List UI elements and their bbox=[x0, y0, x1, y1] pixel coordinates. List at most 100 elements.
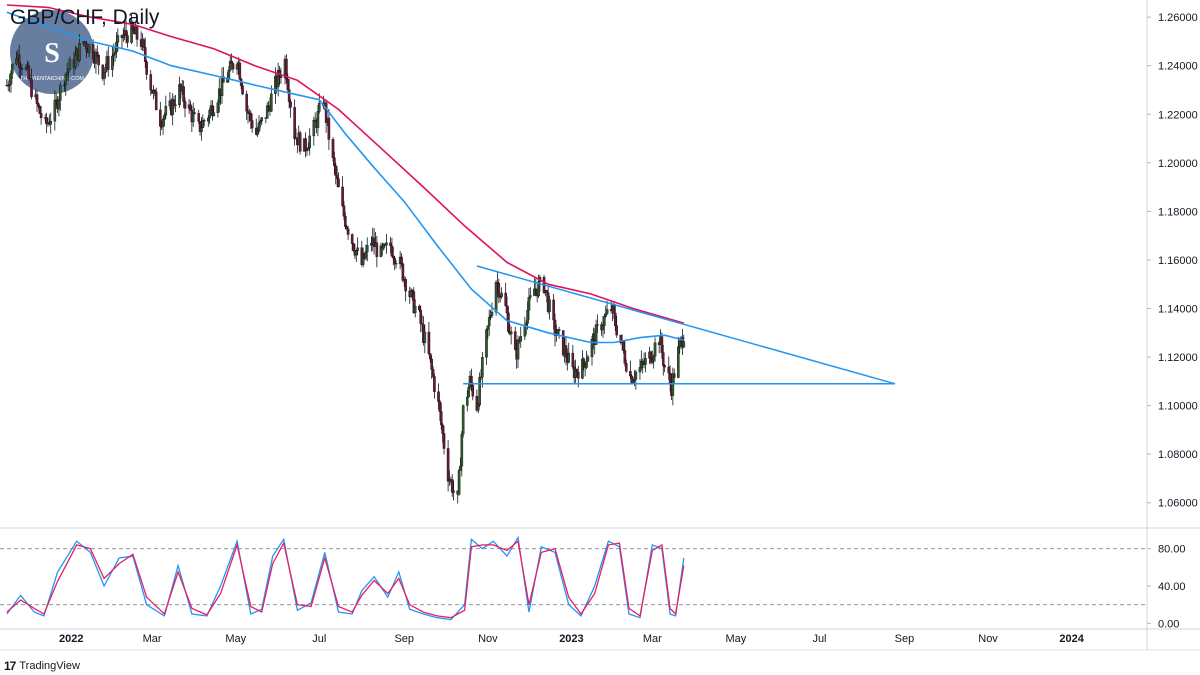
candle-body bbox=[437, 391, 440, 402]
candle-body bbox=[370, 243, 373, 246]
candle-body bbox=[682, 341, 686, 348]
candle-body bbox=[124, 30, 128, 36]
candle-body bbox=[650, 359, 654, 363]
candle-body bbox=[316, 111, 320, 128]
stochastic-d-line bbox=[6, 539, 685, 619]
candle-body bbox=[346, 228, 350, 235]
candle-body bbox=[143, 47, 147, 62]
candle-body bbox=[644, 358, 647, 365]
candle-body bbox=[126, 35, 129, 43]
candle-body bbox=[345, 226, 349, 230]
candle-body bbox=[394, 263, 398, 265]
candle-body bbox=[337, 178, 340, 188]
candle-body bbox=[672, 373, 676, 378]
candle-body bbox=[652, 356, 655, 361]
candle-body bbox=[385, 242, 388, 246]
candle-body bbox=[130, 21, 133, 43]
candle-body bbox=[35, 94, 39, 104]
candle-body bbox=[623, 350, 627, 364]
axes: 1.26000 1.24000 1.22000 1.20000 1.18000 1.160… bbox=[0, 0, 1200, 651]
candle-body bbox=[391, 255, 395, 259]
moving-average-fast bbox=[6, 11, 684, 344]
candle-body bbox=[624, 363, 628, 372]
moving-average-slow bbox=[6, 4, 685, 324]
candle-body bbox=[67, 69, 70, 73]
candle-body bbox=[576, 371, 580, 379]
candle-body bbox=[641, 360, 645, 364]
candle-body bbox=[430, 358, 433, 370]
candle-body bbox=[191, 112, 195, 123]
candle-body bbox=[39, 113, 43, 118]
candle-body bbox=[489, 315, 492, 318]
candle-body bbox=[352, 243, 355, 251]
candle-body bbox=[95, 51, 99, 56]
time-tick-label: Nov bbox=[478, 633, 498, 645]
candle-body bbox=[575, 369, 579, 373]
osc-tick-label: 40.00 bbox=[1158, 581, 1186, 593]
candle-body bbox=[509, 331, 513, 335]
candle-body bbox=[401, 263, 405, 281]
time-tick-label: Sep bbox=[394, 633, 414, 645]
candle-body bbox=[404, 279, 407, 292]
candle-body bbox=[106, 56, 110, 70]
tradingview-logo: 17 TradingView bbox=[4, 659, 80, 673]
candle-body bbox=[590, 338, 594, 358]
price-tick-label: 1.16000 bbox=[1158, 255, 1198, 267]
time-tick-label: Sep bbox=[895, 633, 915, 645]
candle-body bbox=[667, 366, 671, 374]
price-tick-label: 1.14000 bbox=[1158, 303, 1198, 315]
candle-body bbox=[423, 331, 427, 343]
candle-body bbox=[265, 105, 269, 119]
candle-body bbox=[112, 53, 116, 57]
candle-body bbox=[629, 371, 632, 377]
candle-body bbox=[174, 104, 177, 106]
candle-body bbox=[481, 357, 484, 378]
candle-body bbox=[586, 356, 590, 362]
candle-body bbox=[671, 373, 675, 396]
candle-body bbox=[293, 107, 296, 139]
candle-body bbox=[548, 299, 551, 312]
candle-body bbox=[486, 325, 490, 330]
time-tick-label: Mar bbox=[143, 633, 162, 645]
candle-body bbox=[308, 135, 312, 149]
candle-body bbox=[342, 205, 346, 217]
candle-body bbox=[111, 55, 114, 70]
candle-body bbox=[259, 120, 262, 123]
candle-body bbox=[457, 470, 461, 495]
candle-body bbox=[661, 352, 665, 366]
osc-tick-label: 0.00 bbox=[1158, 618, 1179, 630]
candle-body bbox=[631, 380, 635, 384]
candle-body bbox=[622, 340, 625, 351]
candle-body bbox=[526, 310, 529, 324]
candle-body bbox=[193, 112, 196, 114]
candle-body bbox=[334, 165, 338, 176]
candle-body bbox=[354, 250, 358, 256]
candle-body bbox=[57, 100, 61, 110]
candle-body bbox=[163, 114, 166, 120]
candle-body bbox=[172, 99, 176, 106]
candle-body bbox=[154, 91, 158, 111]
candle-body bbox=[450, 479, 454, 493]
candle-body bbox=[78, 43, 81, 61]
candle-body bbox=[327, 117, 331, 140]
candle-body bbox=[529, 295, 532, 298]
candle-body bbox=[527, 297, 531, 311]
candle-body bbox=[663, 365, 666, 368]
candle-body bbox=[208, 109, 211, 119]
candle-body bbox=[601, 325, 605, 331]
candle-body bbox=[113, 51, 117, 55]
candle-body bbox=[505, 305, 509, 314]
candle-body bbox=[567, 352, 571, 363]
candle-body bbox=[286, 78, 290, 90]
candle-body bbox=[91, 44, 95, 59]
candle-body bbox=[678, 341, 682, 348]
candle-body bbox=[613, 312, 617, 326]
candle-body bbox=[470, 375, 473, 386]
tradingview-icon: 17 bbox=[4, 659, 16, 673]
candle-body bbox=[307, 147, 310, 151]
candle-body bbox=[200, 127, 203, 132]
candle-body bbox=[65, 71, 69, 75]
price-tick-label: 1.10000 bbox=[1158, 401, 1198, 413]
candle-body bbox=[411, 289, 414, 292]
